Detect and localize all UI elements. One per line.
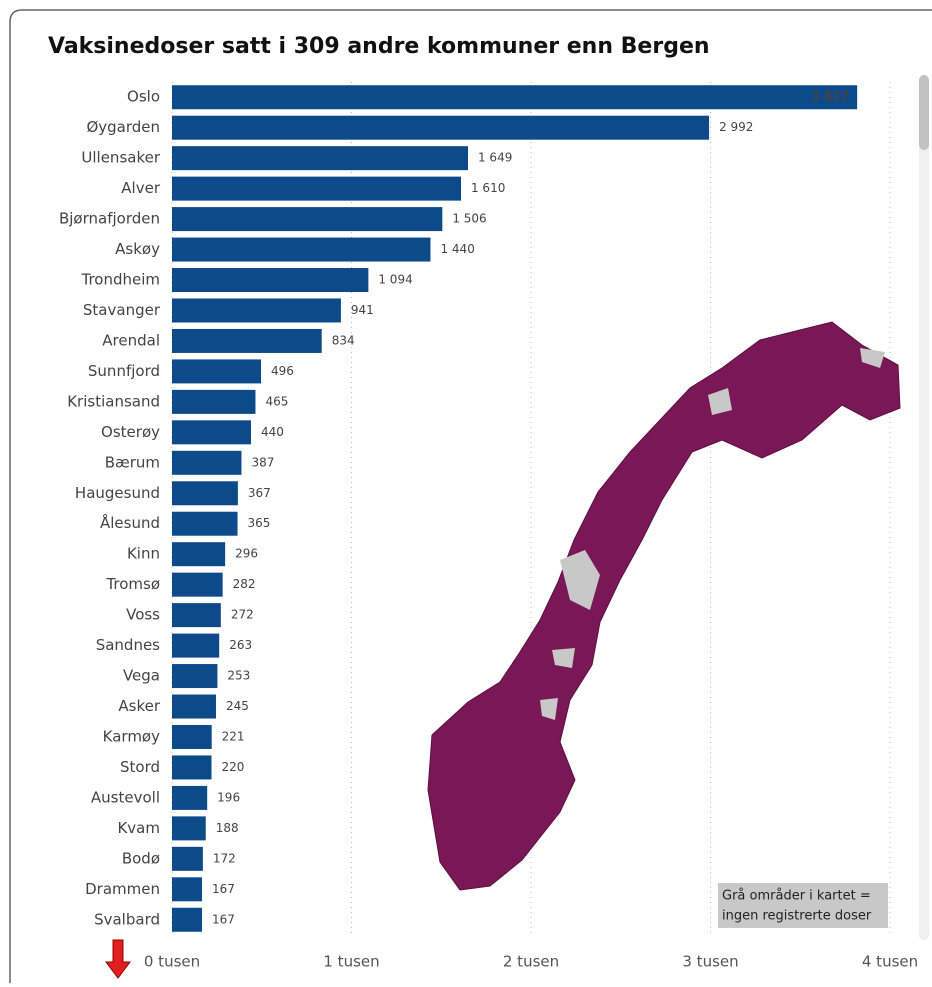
- y-tick-label: Trondheim: [80, 271, 160, 289]
- value-label: 272: [231, 608, 254, 622]
- bar: [172, 85, 858, 110]
- value-label: 2 992: [719, 120, 753, 134]
- x-tick-label: 0 tusen: [144, 953, 200, 971]
- value-label: 188: [216, 821, 239, 835]
- bar: [172, 877, 202, 902]
- value-label: 220: [221, 760, 244, 774]
- value-label: 941: [351, 303, 374, 317]
- y-tick-label: Oslo: [127, 88, 160, 106]
- bar: [172, 420, 251, 445]
- y-tick-label: Drammen: [85, 880, 160, 898]
- card-border: [9, 9, 932, 983]
- bar: [172, 542, 226, 567]
- y-tick-label: Bodø: [122, 849, 160, 867]
- value-label: 282: [233, 577, 256, 591]
- value-label: 1 440: [440, 242, 474, 256]
- y-tick-label: Bærum: [105, 453, 160, 471]
- chart-title: Vaksinedoser satt i 309 andre kommuner e…: [48, 34, 710, 59]
- bar: [172, 359, 262, 384]
- bar: [172, 633, 220, 658]
- bar: [172, 572, 223, 597]
- value-label: 172: [213, 851, 236, 865]
- value-label: 167: [212, 912, 235, 926]
- value-label: 465: [265, 394, 288, 408]
- y-tick-label: Vega: [123, 667, 160, 685]
- value-label: 253: [227, 669, 250, 683]
- bar: [172, 724, 212, 749]
- y-tick-label: Austevoll: [91, 788, 160, 806]
- scrollbar-thumb[interactable]: [919, 75, 929, 150]
- bar: [172, 846, 203, 871]
- value-label: 387: [251, 455, 274, 469]
- y-tick-label: Svalbard: [94, 910, 160, 928]
- value-label: 221: [222, 729, 245, 743]
- x-tick-label: 1 tusen: [323, 953, 379, 971]
- value-label: 196: [217, 790, 240, 804]
- y-tick-label: Stavanger: [83, 301, 161, 319]
- bar: [172, 146, 468, 171]
- bar: [172, 298, 341, 323]
- y-tick-label: Tromsø: [105, 575, 160, 593]
- y-tick-label: Øygarden: [86, 118, 160, 136]
- value-label: 245: [226, 699, 249, 713]
- y-tick-label: Ålesund: [100, 513, 160, 532]
- annotation-box: [718, 883, 888, 928]
- y-tick-label: Kristiansand: [67, 392, 160, 410]
- y-tick-label: Kvam: [117, 819, 160, 837]
- y-tick-label: Arendal: [102, 331, 160, 349]
- y-tick-label: Karmøy: [103, 727, 160, 745]
- annotation: Grå områder i kartet =: [722, 889, 871, 904]
- x-tick-label: 3 tusen: [682, 953, 738, 971]
- bar: [172, 785, 208, 810]
- y-tick-label: Sunnfjord: [88, 362, 160, 380]
- value-label: 263: [229, 638, 252, 652]
- y-tick-label: Ullensaker: [81, 149, 160, 167]
- value-label: 367: [248, 486, 271, 500]
- y-tick-label: Kinn: [127, 545, 160, 563]
- value-label: 296: [235, 547, 258, 561]
- value-label: 1 610: [471, 181, 505, 195]
- y-tick-label: Osterøy: [101, 423, 160, 441]
- map: [427, 321, 901, 891]
- bar: [172, 176, 461, 201]
- y-tick-label: Askøy: [115, 240, 160, 258]
- y-tick-label: Voss: [126, 606, 160, 624]
- bar: [172, 603, 221, 628]
- value-label: 365: [248, 516, 271, 530]
- y-tick-label: Bjørnafjorden: [59, 210, 160, 228]
- bar: [172, 664, 218, 689]
- bar: [172, 389, 256, 414]
- value-label: 496: [271, 364, 294, 378]
- value-label: 3 817: [812, 90, 850, 104]
- y-tick-label: Stord: [120, 758, 160, 776]
- y-tick-label: Sandnes: [96, 636, 160, 654]
- bar: [172, 237, 431, 262]
- bar: [172, 816, 206, 841]
- value-label: 834: [332, 333, 355, 347]
- scroll-arrow[interactable]: [105, 939, 131, 979]
- bar: [172, 328, 322, 353]
- value-label: 1 094: [378, 273, 412, 287]
- bar: [172, 207, 443, 232]
- y-tick-label: Alver: [121, 179, 161, 197]
- bar: [172, 907, 202, 932]
- value-label: 1 506: [452, 212, 486, 226]
- bar: [172, 450, 242, 475]
- x-tick-label: 2 tusen: [503, 953, 559, 971]
- value-label: 167: [212, 882, 235, 896]
- x-tick-label: 4 tusen: [862, 953, 918, 971]
- bar: [172, 511, 238, 536]
- bar: [172, 755, 212, 780]
- y-tick-label: Haugesund: [75, 484, 160, 502]
- scrollbar-track[interactable]: [919, 75, 929, 940]
- y-tick-label: Asker: [118, 697, 160, 715]
- value-label: 1 649: [478, 151, 512, 165]
- bar: [172, 115, 710, 140]
- bar: [172, 481, 238, 506]
- bar: [172, 694, 216, 719]
- bar: [172, 268, 369, 293]
- annotation: ingen registrerte doser: [722, 909, 872, 924]
- value-label: 440: [261, 425, 284, 439]
